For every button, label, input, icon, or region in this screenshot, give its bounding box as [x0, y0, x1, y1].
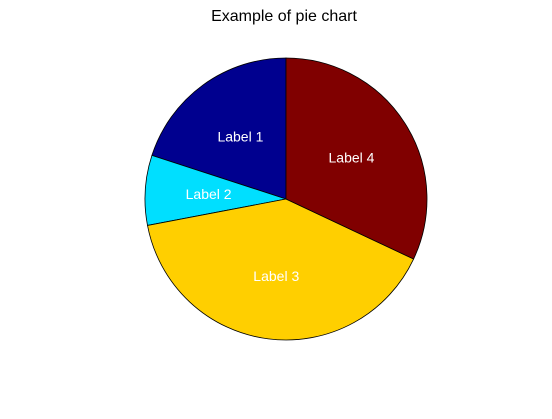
- chart-title: Example of pie chart: [211, 8, 357, 25]
- pie-labels: Label 1 Label 2 Label 3 Label 4: [186, 128, 375, 284]
- pie-slice-label-1: Label 1: [217, 128, 263, 144]
- pie-slice-1: [151, 57, 287, 200]
- pie-slice-4: [285, 57, 428, 260]
- pie-slices: [144, 57, 428, 341]
- pie-slice-label-2: Label 2: [186, 186, 232, 202]
- pie-slice-3: [147, 198, 415, 341]
- pie-slice-label-3: Label 3: [253, 268, 299, 284]
- pie-slice-label-4: Label 4: [329, 149, 375, 165]
